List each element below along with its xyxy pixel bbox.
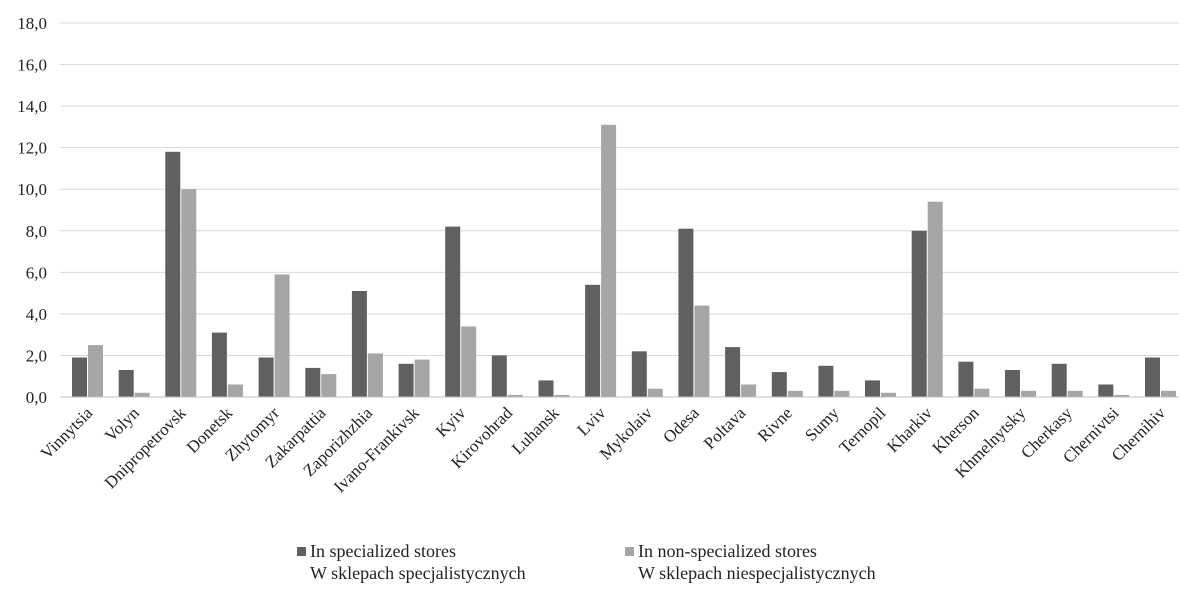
bar-specialized [865, 380, 880, 397]
bar-non-specialized [134, 392, 150, 397]
bar-non-specialized [367, 353, 383, 397]
x-category-label: Kharkiv [883, 403, 936, 456]
y-tick-label: 14,0 [17, 97, 47, 116]
x-category-label: Vinnytsia [37, 403, 97, 463]
bar-specialized [585, 284, 601, 397]
bar-specialized [725, 347, 741, 397]
gridlines [60, 22, 1179, 356]
x-category-label: Ivano-Frankivsk [330, 403, 423, 496]
legend-label: In specialized stores [310, 541, 456, 561]
bar-non-specialized [694, 305, 710, 397]
bar-specialized [118, 370, 134, 397]
bar-specialized [538, 380, 554, 397]
x-category-label: Sumy [801, 403, 843, 445]
bars [72, 124, 1176, 398]
x-category-label: Lviv [573, 403, 609, 439]
bar-non-specialized [461, 326, 477, 397]
bar-specialized [1005, 370, 1020, 397]
bar-specialized [818, 365, 834, 397]
bar-non-specialized [414, 359, 430, 397]
x-category-label: Dnipropetrovsk [101, 403, 190, 492]
x-axis-labels: Vinnytsia VolynDnipropetrovskDonetskZhyto… [37, 403, 1170, 496]
bar-specialized [1098, 384, 1114, 397]
bar-non-specialized [834, 390, 850, 397]
bar-non-specialized [507, 394, 523, 397]
bar-specialized [958, 361, 974, 397]
y-tick-label: 12,0 [17, 139, 47, 158]
bar-non-specialized [1021, 390, 1036, 397]
y-tick-label: 18,0 [17, 14, 47, 33]
y-axis-ticks: 0,0 2,0 4,0 6,0 8,0 10,0 12,0 14,0 16,0 18,0 [17, 14, 47, 407]
y-tick-label: 6,0 [26, 263, 47, 282]
bar-non-specialized [927, 201, 943, 397]
x-category-label: Odesa [659, 403, 703, 447]
bar-non-specialized [1161, 390, 1176, 397]
x-category-label: Volyn [101, 403, 143, 445]
bar-specialized [72, 357, 87, 397]
bar-specialized [398, 363, 414, 397]
bar-specialized [211, 332, 227, 397]
bar-specialized [258, 357, 274, 397]
bar-specialized [491, 355, 507, 397]
x-category-label: Rivne [754, 403, 796, 445]
bar-non-specialized [741, 384, 757, 397]
bar-non-specialized [227, 384, 243, 397]
bar-non-specialized [1067, 390, 1083, 397]
legend-label-secondary: W sklepach specjalistycznych [310, 563, 526, 583]
y-tick-label: 2,0 [26, 346, 47, 365]
legend: In specialized stores W sklepach specjal… [0, 540, 1179, 590]
bar-non-specialized [647, 388, 663, 397]
y-tick-label: 4,0 [26, 305, 47, 324]
bar-non-specialized [974, 388, 990, 397]
legend-label-secondary: W sklepach niespecjalistycznych [638, 563, 876, 583]
y-tick-label: 16,0 [17, 56, 47, 75]
x-category-label: Mykolaiv [596, 403, 657, 464]
x-category-label: Kyiv [432, 403, 470, 441]
y-tick-label: 0,0 [26, 388, 47, 407]
legend-item-non-specialized: In non-specialized stores W sklepach nie… [625, 540, 876, 584]
legend-item-specialized: In specialized stores W sklepach specjal… [297, 540, 526, 584]
bar-specialized [911, 230, 927, 397]
bar-specialized [351, 291, 367, 397]
legend-label: In non-specialized stores [638, 541, 817, 561]
bar-specialized [445, 226, 461, 397]
y-tick-label: 8,0 [26, 222, 47, 241]
bar-specialized [1051, 363, 1067, 397]
bar-non-specialized [1114, 394, 1130, 397]
bar-non-specialized [881, 392, 896, 397]
bar-specialized [305, 367, 321, 397]
y-tick-label: 10,0 [17, 180, 47, 199]
bar-non-specialized [88, 345, 103, 397]
bar-non-specialized [554, 394, 570, 397]
bar-specialized [1145, 357, 1160, 397]
bar-non-specialized [181, 189, 197, 397]
bar-non-specialized [601, 124, 617, 398]
x-category-label: Ternopil [835, 403, 889, 457]
bar-non-specialized [274, 274, 290, 397]
x-category-label: Poltava [700, 403, 750, 453]
legend-swatch [625, 547, 634, 556]
bar-non-specialized [787, 390, 803, 397]
bar-non-specialized [321, 374, 337, 397]
bar-specialized [631, 351, 647, 397]
bar-specialized [678, 228, 694, 397]
bar-specialized [771, 372, 787, 397]
bar-specialized [165, 151, 181, 397]
x-category-label: Luhansk [508, 403, 563, 458]
legend-swatch [297, 547, 306, 556]
